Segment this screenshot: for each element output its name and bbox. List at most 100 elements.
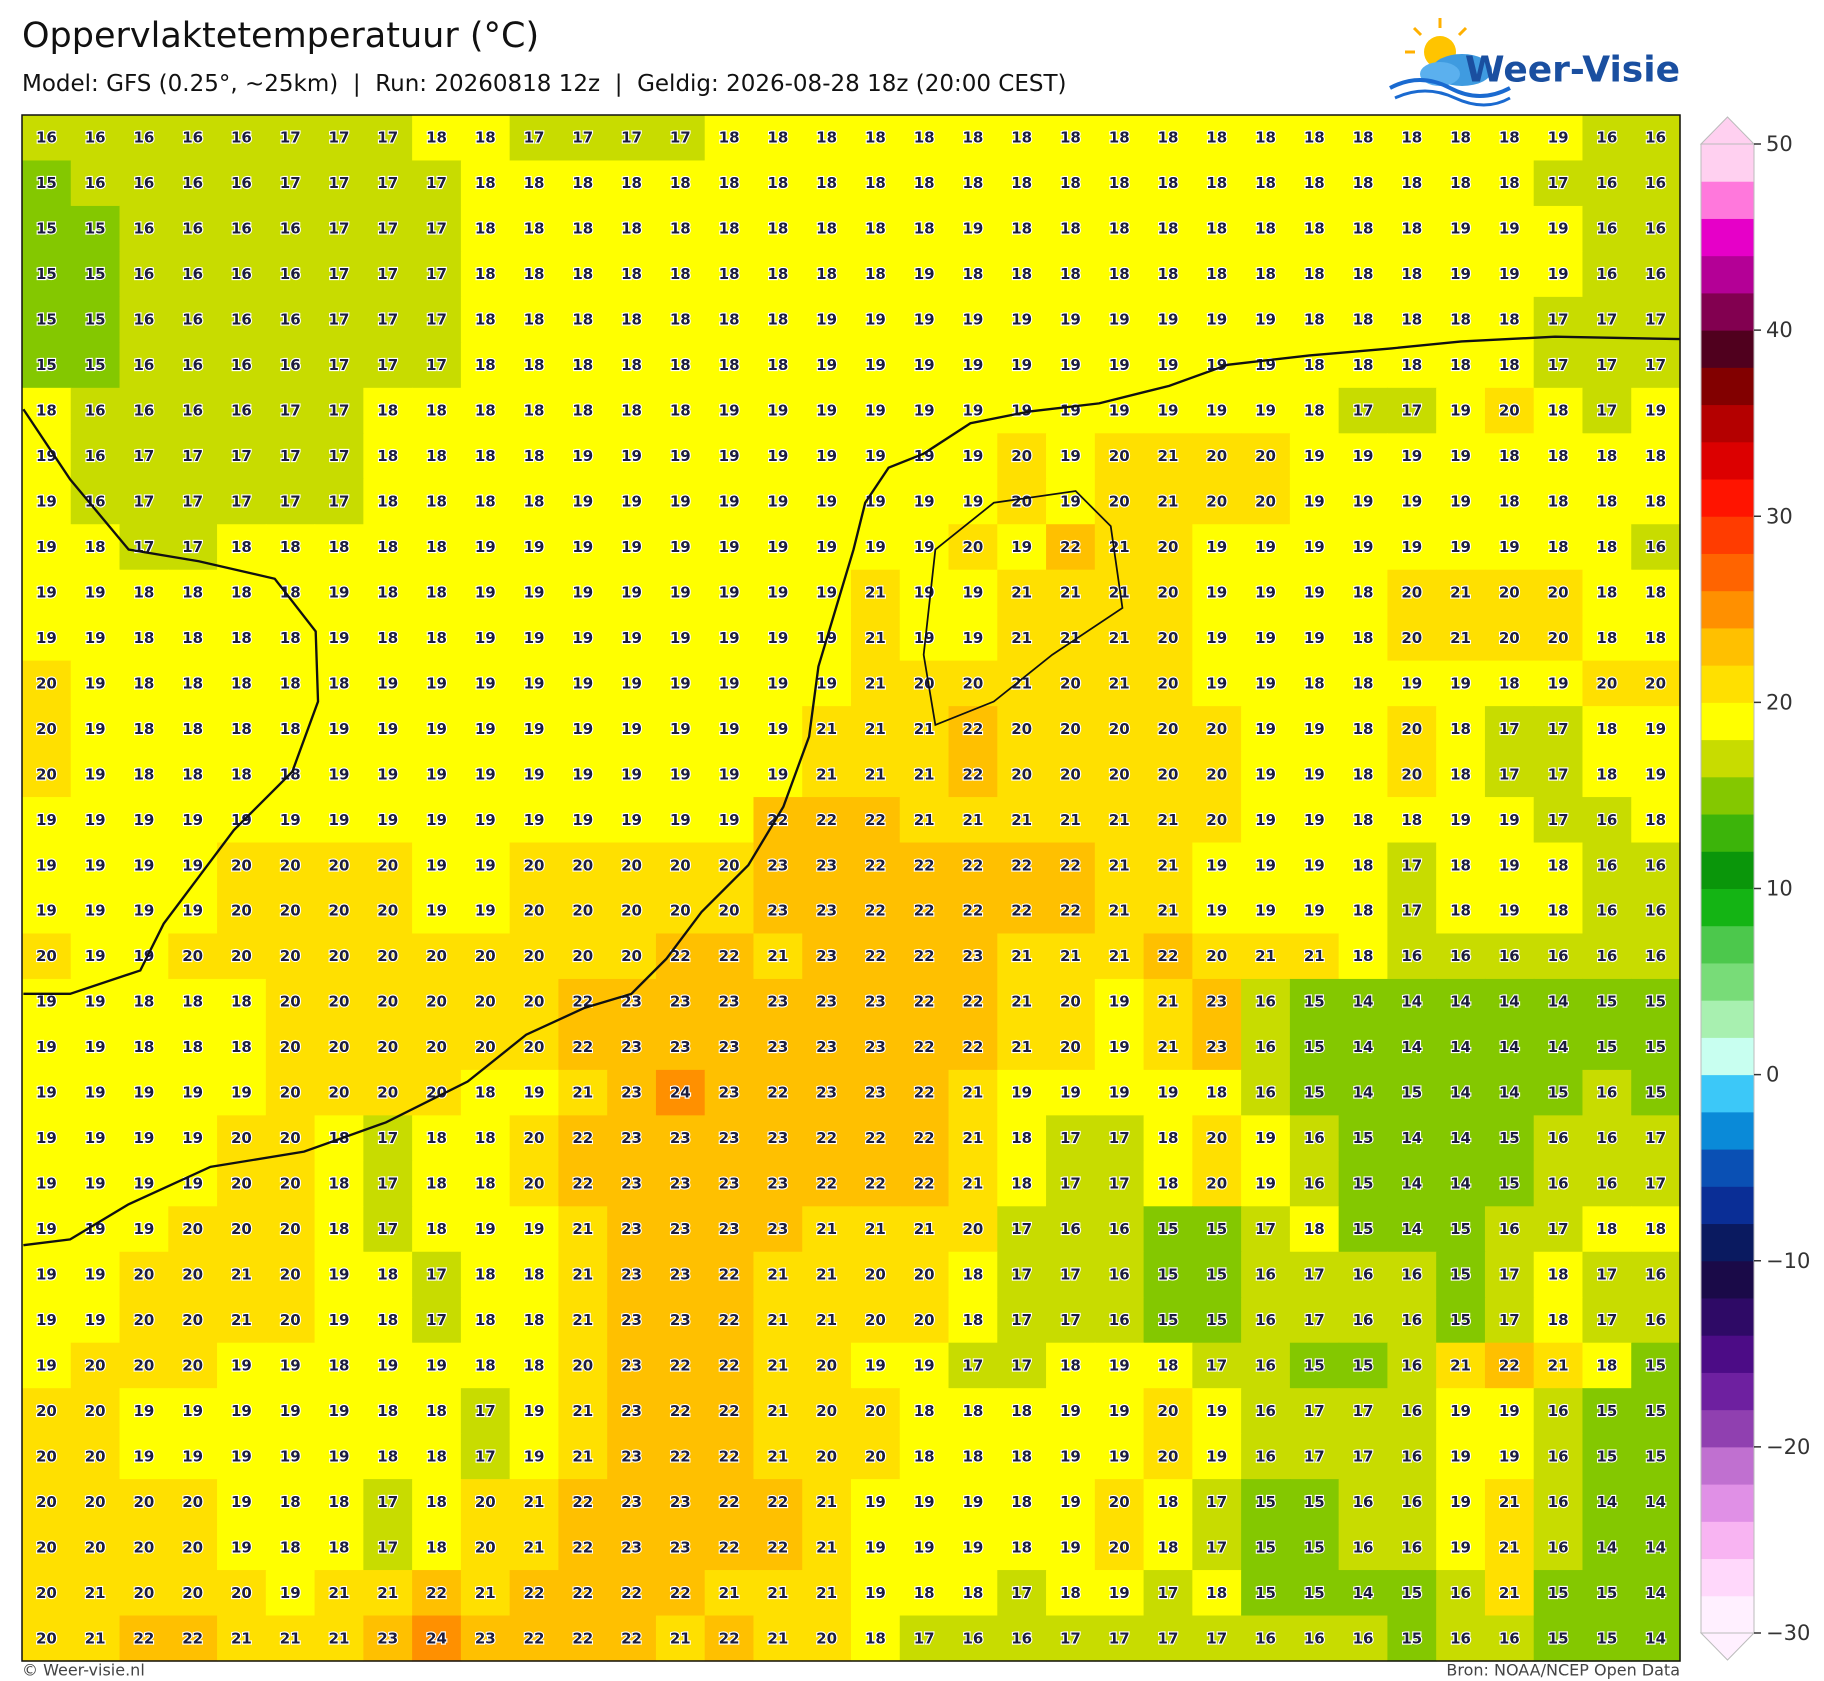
cell-label: 17 — [329, 265, 350, 283]
cell — [997, 888, 1047, 935]
cell-label: 19 — [914, 402, 935, 420]
cell-label: 19 — [475, 674, 496, 692]
cell-label: 22 — [865, 811, 886, 829]
cell-label: 19 — [36, 538, 57, 556]
cell — [1046, 706, 1096, 753]
cell-label: 17 — [280, 402, 301, 420]
cell-label: 19 — [1255, 811, 1276, 829]
cell — [22, 433, 72, 480]
cell-label: 19 — [572, 765, 593, 783]
cell — [217, 205, 267, 253]
cell — [655, 751, 706, 798]
cell — [655, 205, 706, 253]
cell-label: 19 — [1255, 674, 1276, 692]
cell-label: 18 — [133, 583, 154, 601]
cell-label: 19 — [85, 856, 106, 874]
cell — [168, 933, 218, 980]
cell-label: 21 — [1304, 947, 1325, 965]
cell — [1094, 433, 1145, 480]
cell — [265, 978, 316, 1026]
cell-label: 18 — [1304, 356, 1325, 374]
cell — [1143, 1069, 1193, 1116]
cell-label: 17 — [426, 265, 447, 283]
cell — [802, 842, 852, 889]
cell — [948, 296, 998, 343]
cell — [22, 1024, 72, 1071]
cell-label: 19 — [914, 1538, 935, 1556]
colorbar-band — [1701, 851, 1754, 889]
cell-label: 19 — [377, 674, 398, 692]
cell-label: 22 — [1060, 902, 1081, 920]
cell — [558, 524, 608, 571]
cell — [1387, 1024, 1437, 1071]
cell-label: 16 — [1255, 1266, 1276, 1284]
cell-label: 19 — [1499, 811, 1520, 829]
cell-label: 20 — [1158, 583, 1179, 601]
cell — [1387, 478, 1437, 525]
cell — [460, 478, 511, 525]
cell-label: 14 — [1353, 1038, 1374, 1056]
cell-label: 19 — [85, 1266, 106, 1284]
cell — [1046, 1024, 1096, 1071]
cell — [1046, 115, 1096, 162]
cell-label: 19 — [133, 902, 154, 920]
colorbar-tick-label: −30 — [1766, 1621, 1810, 1645]
cell-label: 22 — [767, 1084, 788, 1102]
cell-label: 14 — [1450, 1129, 1471, 1147]
cell-label: 19 — [475, 629, 496, 647]
cell-label: 17 — [1011, 1311, 1032, 1329]
cell — [119, 978, 169, 1026]
cell — [704, 933, 755, 980]
cell-label: 20 — [85, 1447, 106, 1465]
cell — [1241, 933, 1291, 980]
cell — [22, 1160, 72, 1207]
cell — [1484, 797, 1535, 844]
cell — [22, 160, 72, 207]
cell — [753, 569, 803, 616]
cell-label: 16 — [182, 356, 203, 374]
cell-label: 17 — [377, 174, 398, 192]
cell-label: 17 — [572, 129, 593, 147]
cell — [655, 660, 706, 707]
cell — [1192, 706, 1242, 753]
logo-text: Weer-Visie — [1465, 50, 1680, 91]
cell — [217, 1206, 267, 1253]
cell-label: 20 — [1206, 720, 1227, 738]
cell — [704, 115, 755, 162]
cell-label: 19 — [1353, 538, 1374, 556]
cell-label: 18 — [1060, 174, 1081, 192]
cell-label: 19 — [914, 1356, 935, 1374]
cell-label: 19 — [962, 447, 983, 465]
cell — [1387, 751, 1437, 798]
cell — [168, 1206, 218, 1253]
cell-label: 20 — [1109, 765, 1130, 783]
cell — [704, 569, 755, 616]
cell — [1387, 660, 1437, 707]
cell — [168, 660, 218, 707]
cell — [1143, 660, 1193, 707]
cell — [460, 751, 511, 798]
cell-label: 19 — [524, 674, 545, 692]
cell-label: 18 — [475, 447, 496, 465]
cell-label: 19 — [719, 538, 740, 556]
cell — [1533, 1024, 1584, 1071]
cell-label: 18 — [865, 129, 886, 147]
cell — [1046, 1206, 1096, 1253]
cell-label: 18 — [426, 1447, 447, 1465]
cell-label: 21 — [816, 720, 837, 738]
cell — [655, 1115, 706, 1162]
cell-label: 18 — [670, 402, 691, 420]
cell-label: 23 — [719, 1129, 740, 1147]
cell — [948, 251, 998, 298]
cell-label: 14 — [1596, 1538, 1617, 1556]
cell — [1289, 1206, 1340, 1253]
cell — [119, 615, 169, 662]
cell — [753, 115, 803, 162]
cell-label: 17 — [1645, 1175, 1666, 1193]
cell-label: 18 — [1255, 129, 1276, 147]
cell-label: 18 — [475, 402, 496, 420]
cell-label: 18 — [426, 493, 447, 511]
cell — [363, 933, 413, 980]
cell-label: 19 — [865, 1584, 886, 1602]
cell — [1484, 660, 1535, 707]
